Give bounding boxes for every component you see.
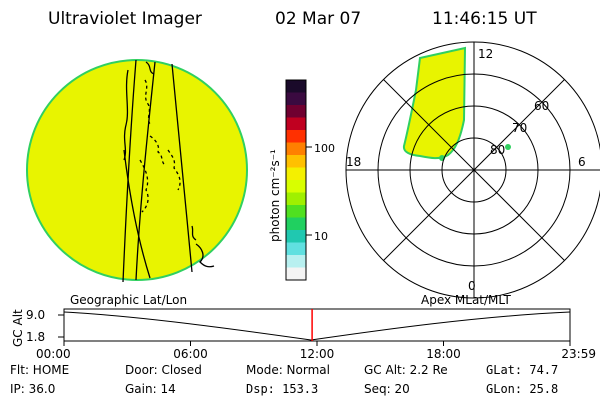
colorbar-cell	[286, 192, 306, 206]
coastline	[144, 79, 151, 125]
colorbar-cell	[286, 267, 306, 281]
geographic-panel-label: Geographic Lat/Lon	[70, 293, 187, 307]
colorbar-cell	[286, 92, 306, 106]
lat-label-80: 80	[490, 143, 505, 157]
glon-status: GLon: 25.8	[486, 382, 558, 396]
colorbar-unit-label: photon cm⁻²s⁻¹	[268, 149, 282, 242]
colorbar-tick-label: 100	[314, 142, 335, 155]
door-status: Door: Closed	[125, 363, 202, 377]
colorbar-cell	[286, 105, 306, 118]
colorbar-cell	[286, 180, 306, 193]
lat-label-60: 60	[534, 99, 549, 113]
coastline	[145, 61, 155, 75]
colorbar-cell	[286, 230, 306, 243]
time-tick-label: 00:00	[36, 347, 71, 361]
observation-date: 02 Mar 07	[275, 9, 361, 29]
polar-mlt-plot: 12 6 0 18 60 70 80	[345, 41, 600, 299]
time-tick-label: 18:00	[426, 347, 461, 361]
mlt-diagonal	[383, 79, 565, 261]
colorbar-cell	[286, 117, 306, 131]
earth-disk	[26, 59, 248, 281]
colorbar-cell	[286, 155, 306, 168]
meridian-line	[122, 59, 137, 283]
coastline	[191, 225, 197, 241]
altitude-timeline: 9.0 1.8 GC Alt 00:00 06:00 12:00 18:00 23:59	[11, 308, 596, 361]
dsp-status: Dsp: 153.3	[246, 382, 318, 396]
y-tick-label-9: 9.0	[26, 308, 45, 322]
colorbar-cell	[286, 255, 306, 268]
observation-time: 11:46:15 UT	[432, 9, 537, 29]
auroral-spot	[505, 144, 511, 150]
time-axis: 00:00 06:00 12:00 18:00 23:59	[36, 341, 596, 361]
mlt-label-18: 18	[346, 155, 361, 169]
gc-alt-axis-label: GC Alt	[11, 309, 25, 347]
polar-grid	[346, 42, 600, 298]
colorbar-cell	[286, 142, 306, 156]
time-tick-label: 06:00	[173, 347, 208, 361]
mlt-label-12: 12	[478, 47, 493, 61]
auroral-oval-image	[402, 46, 467, 160]
status-panel: Flt: HOME Door: Closed Mode: Normal GC A…	[10, 363, 558, 396]
time-tick-label: 12:00	[300, 347, 335, 361]
gain-status: Gain: 14	[125, 382, 176, 396]
colorbar-cell	[286, 80, 306, 93]
map-grid-lines	[122, 59, 215, 283]
colorbar-frame	[285, 79, 307, 281]
colorbar-cell	[286, 242, 306, 256]
time-tick-label: 23:59	[561, 347, 596, 361]
seq-status: Seq: 20	[364, 382, 410, 396]
colorbar-tick-label: 10	[314, 230, 328, 243]
gc-altitude-curve	[63, 311, 571, 341]
colorbar-cell	[286, 217, 306, 231]
coastline	[139, 159, 149, 213]
apex-panel-label: Apex MLat/MLT	[421, 293, 511, 307]
instrument-title: Ultraviolet Imager	[48, 9, 202, 29]
colorbar-cell	[286, 130, 306, 143]
colorbar-gradient	[286, 80, 306, 281]
gc-alt-status: GC Alt: 2.2 Re	[364, 363, 448, 377]
meridian-line	[171, 63, 193, 273]
coastline	[167, 149, 181, 191]
y-tick-label-1-8: 1.8	[26, 330, 45, 344]
mlt-label-0: 0	[468, 279, 476, 293]
mode-status: Mode: Normal	[246, 363, 330, 377]
filter-status: Flt: HOME	[10, 363, 69, 377]
colorbar-cell	[286, 205, 306, 218]
timeline-frame	[63, 308, 571, 342]
glat-status: GLat: 74.7	[486, 363, 558, 377]
meridian-line	[123, 149, 151, 279]
lat-label-70: 70	[512, 121, 527, 135]
mlt-label-6: 6	[578, 155, 586, 169]
coastline	[149, 135, 167, 167]
colorbar: 100 10 photon cm⁻²s⁻¹	[268, 79, 335, 281]
geographic-disk-image	[26, 59, 248, 283]
meridian-line	[135, 61, 156, 281]
ip-status: IP: 36.0	[10, 382, 55, 396]
coastline	[123, 69, 129, 161]
coastline	[195, 243, 215, 268]
colorbar-cell	[286, 167, 306, 181]
